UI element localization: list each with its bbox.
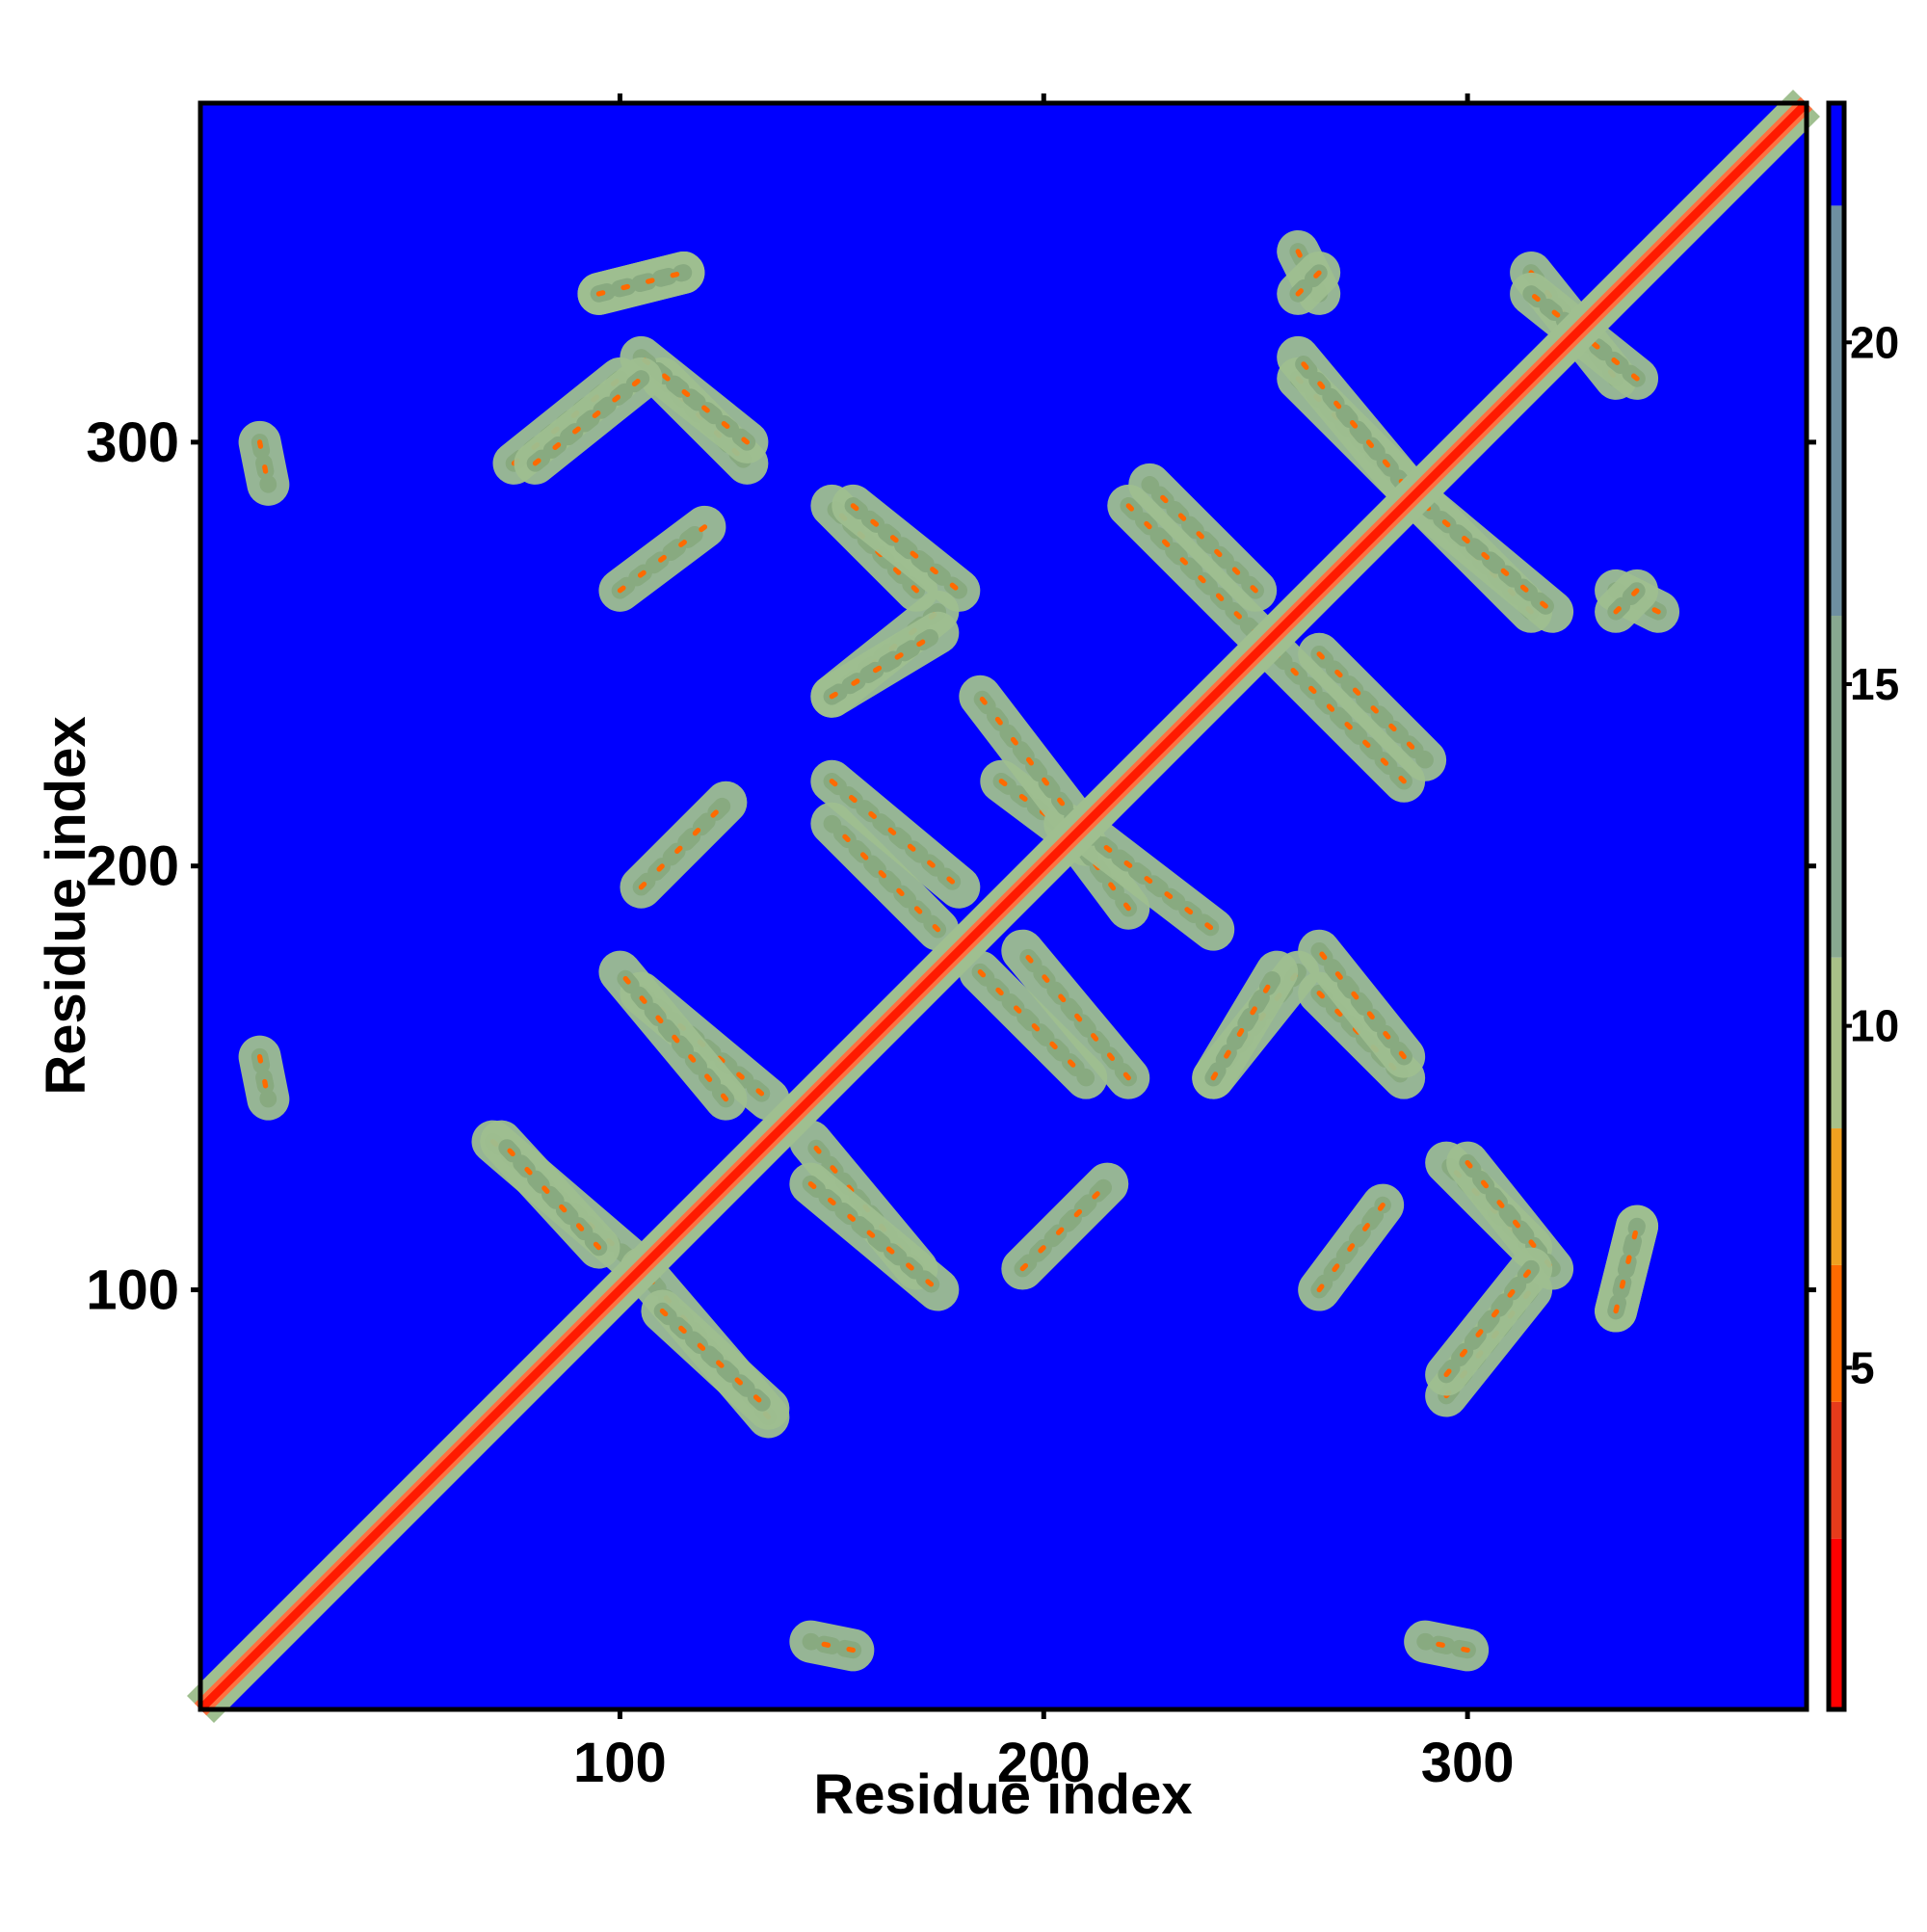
plot-area <box>187 90 1820 1723</box>
colorbar-tick-label: 10 <box>1850 1001 1899 1051</box>
contact-region-hot <box>638 800 729 890</box>
colorbar-segment <box>1829 616 1844 958</box>
colorbar-tick-label: 5 <box>1850 1342 1875 1392</box>
colorbar-tick-label: 15 <box>1850 659 1899 709</box>
contact-region-core <box>251 434 277 493</box>
contact-region-core <box>590 264 693 303</box>
contact-region-hot <box>829 821 940 933</box>
contact-region-hot <box>659 1308 772 1412</box>
contact-region-hot <box>1316 651 1428 763</box>
contact-region-hot <box>829 779 962 890</box>
colorbar-segment <box>1829 957 1844 1129</box>
x-tick-label: 300 <box>1421 1732 1515 1794</box>
contact-region-hot <box>1019 1180 1110 1272</box>
contact-region-hot <box>1019 948 1131 1081</box>
colorbar-segment <box>1829 1128 1844 1265</box>
x-tick-label: 200 <box>997 1732 1091 1794</box>
y-tick-label: 200 <box>86 835 179 898</box>
contact-region-hot <box>498 1138 602 1251</box>
contact-region-hot <box>1083 829 1216 933</box>
contact-region-hot <box>1316 1202 1386 1293</box>
colorbar-segment <box>1829 1401 1844 1539</box>
contact-region-hot <box>1295 355 1407 488</box>
contact-region-core <box>251 1047 277 1108</box>
colorbar-tick-label: 20 <box>1850 317 1899 367</box>
contact-region-core <box>1416 1632 1476 1659</box>
colorbar: 5 10 15 20 <box>1829 103 1899 1709</box>
contact-region-hot <box>617 969 729 1102</box>
contact-region-hot <box>1613 588 1640 615</box>
contact-region-core <box>1607 1217 1646 1320</box>
contact-region-hot <box>1210 969 1280 1081</box>
y-tick-label: 100 <box>86 1259 179 1322</box>
colorbar-segment <box>1829 1264 1844 1402</box>
colorbar-segment <box>1829 103 1844 206</box>
contact-region-core <box>844 497 968 599</box>
x-axis-label: Residue index <box>813 1763 1192 1826</box>
contact-region-hot <box>1125 503 1258 636</box>
contact-region-hot <box>1274 651 1407 784</box>
contact-region-core <box>802 1632 862 1659</box>
contact-region-hot <box>1422 503 1555 615</box>
contact-region-hot <box>1147 482 1258 594</box>
diagonal-core <box>197 99 1810 1713</box>
x-tick-label: 100 <box>573 1732 667 1794</box>
y-tick-label: 300 <box>86 411 179 474</box>
contact-region-hot <box>829 630 940 700</box>
contact-region-hot <box>1295 270 1322 297</box>
y-axis-label: Residue index <box>35 716 97 1095</box>
contact-region-hot <box>977 969 1089 1081</box>
colorbar-segment <box>1829 1538 1844 1709</box>
contact-region-hot <box>977 694 1081 827</box>
contact-region-hot <box>617 524 708 594</box>
axis-ticks: 100 200 300 100 200 300 <box>86 93 1816 1794</box>
contact-region-core <box>526 370 650 472</box>
colorbar-segment <box>1829 205 1844 617</box>
contact-region-hot <box>807 1180 940 1293</box>
colorbar-frame <box>1826 100 1847 1712</box>
contact-region-core <box>1310 941 1412 1066</box>
contact-region-core <box>1438 1259 1540 1384</box>
plot-frame <box>198 100 1809 1712</box>
